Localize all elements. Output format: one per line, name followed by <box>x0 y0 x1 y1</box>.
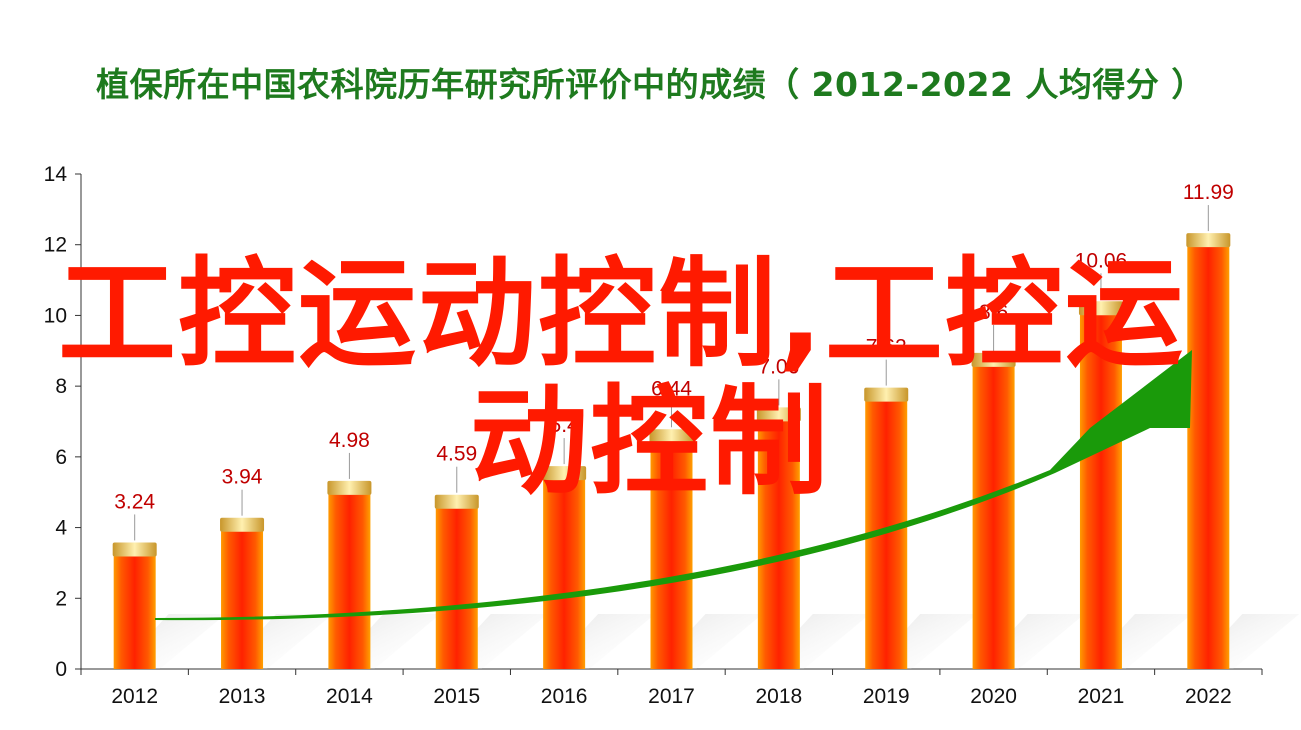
bar-cap <box>327 480 372 495</box>
x-tick-label: 2013 <box>219 685 266 708</box>
bar <box>113 554 156 669</box>
data-label: 11.99 <box>1183 181 1234 204</box>
x-tick-label: 2012 <box>111 685 158 708</box>
y-tick-label: 10 <box>44 304 67 327</box>
x-tick-label: 2020 <box>970 685 1017 708</box>
x-tick-label: 2018 <box>756 685 803 708</box>
bar <box>650 441 693 669</box>
y-tick-label: 14 <box>44 163 68 186</box>
data-label: 5.4 <box>550 414 580 437</box>
y-tick-label: 12 <box>44 234 67 257</box>
bar-cap <box>971 352 1016 367</box>
bar <box>1187 245 1230 669</box>
data-label: 10.06 <box>1075 249 1128 272</box>
bar-cap <box>864 387 909 402</box>
data-label: 6.44 <box>651 377 692 400</box>
x-tick-label: 2021 <box>1078 685 1125 708</box>
bar-cap <box>542 466 587 481</box>
data-label: 8.6 <box>979 301 1008 324</box>
data-label: 4.59 <box>436 443 477 466</box>
data-label: 3.94 <box>222 466 263 489</box>
bar <box>221 529 264 669</box>
data-label: 7.06 <box>758 355 799 378</box>
bar <box>1079 313 1122 669</box>
bar-cap <box>649 429 694 444</box>
y-tick-label: 6 <box>55 446 67 469</box>
chart-title: 植保所在中国农科院历年研究所评价中的成绩（ 2012-2022 人均得分 ） <box>96 65 1205 104</box>
bar-cap <box>434 494 479 509</box>
bar-cap <box>112 542 157 557</box>
bar-cap <box>220 517 265 532</box>
bar <box>972 364 1015 669</box>
x-tick-label: 2015 <box>433 685 480 708</box>
bar <box>543 478 586 669</box>
data-label: 3.24 <box>114 490 155 513</box>
y-tick-label: 4 <box>55 517 67 540</box>
bar <box>757 419 800 669</box>
data-label: 4.98 <box>329 429 370 452</box>
bar <box>435 506 478 669</box>
x-tick-label: 2022 <box>1185 685 1232 708</box>
bar-cap <box>1078 301 1123 316</box>
y-tick-label: 8 <box>55 375 67 398</box>
bar-cap <box>1186 233 1231 248</box>
bar-cap <box>756 407 801 422</box>
y-tick-label: 2 <box>55 587 67 610</box>
x-tick-label: 2014 <box>326 685 373 708</box>
y-tick-label: 0 <box>55 658 67 681</box>
x-tick-label: 2017 <box>648 685 695 708</box>
bar <box>328 492 371 669</box>
x-tick-label: 2019 <box>863 685 910 708</box>
x-tick-label: 2016 <box>541 685 588 708</box>
data-label: 7.62 <box>866 336 907 359</box>
